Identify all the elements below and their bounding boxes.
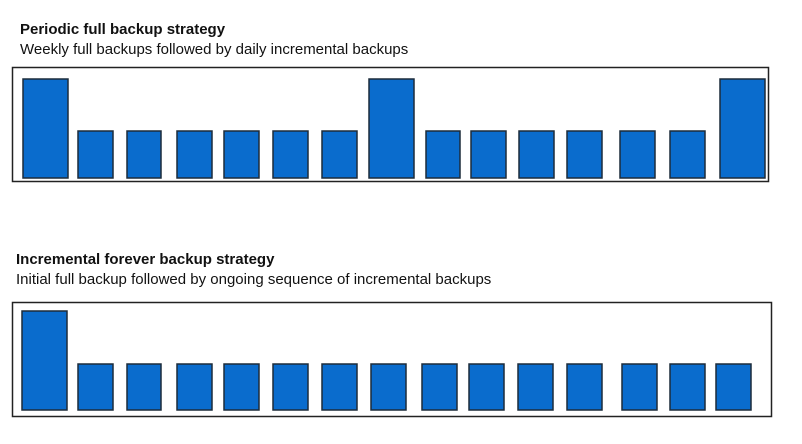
incremental-backup-block xyxy=(518,130,555,179)
backup-bars xyxy=(22,78,766,179)
full-backup-block xyxy=(21,310,68,411)
incremental-backup-block xyxy=(176,130,213,179)
incremental-backup-block xyxy=(126,363,162,411)
full-backup-block xyxy=(368,78,415,179)
incremental-backup-block xyxy=(370,363,407,411)
incremental-backup-block xyxy=(566,130,603,179)
full-backup-block xyxy=(22,78,69,179)
incremental-forever-timeline xyxy=(11,301,773,418)
incremental-backup-block xyxy=(77,363,114,411)
timeline-frame xyxy=(11,301,773,418)
timeline-frame xyxy=(11,66,770,183)
incremental-backup-block xyxy=(470,130,507,179)
incremental-backup-block xyxy=(621,363,658,411)
incremental-backup-block xyxy=(517,363,554,411)
incremental-backup-block xyxy=(272,130,309,179)
incremental-backup-block xyxy=(223,363,260,411)
periodic-backup-timeline xyxy=(11,66,770,183)
periodic-strategy-subtitle: Weekly full backups followed by daily in… xyxy=(20,41,409,58)
incremental-backup-block xyxy=(223,130,260,179)
incremental-forever-subtitle: Initial full backup followed by ongoing … xyxy=(16,271,492,288)
incremental-backup-block xyxy=(176,363,213,411)
incremental-backup-block xyxy=(619,130,656,179)
incremental-backup-block xyxy=(126,130,162,179)
incremental-backup-block xyxy=(321,363,358,411)
full-backup-block xyxy=(719,78,766,179)
incremental-backup-block xyxy=(421,363,458,411)
incremental-backup-block xyxy=(669,130,706,179)
incremental-forever-title: Incremental forever backup strategy xyxy=(16,251,275,268)
backup-bars xyxy=(21,310,752,411)
incremental-backup-block xyxy=(77,130,114,179)
periodic-strategy-title: Periodic full backup strategy xyxy=(20,21,226,38)
incremental-backup-block xyxy=(425,130,461,179)
incremental-backup-block xyxy=(566,363,603,411)
incremental-backup-block xyxy=(468,363,505,411)
incremental-backup-block xyxy=(715,363,752,411)
incremental-backup-block xyxy=(669,363,706,411)
incremental-backup-block xyxy=(272,363,309,411)
incremental-backup-block xyxy=(321,130,358,179)
